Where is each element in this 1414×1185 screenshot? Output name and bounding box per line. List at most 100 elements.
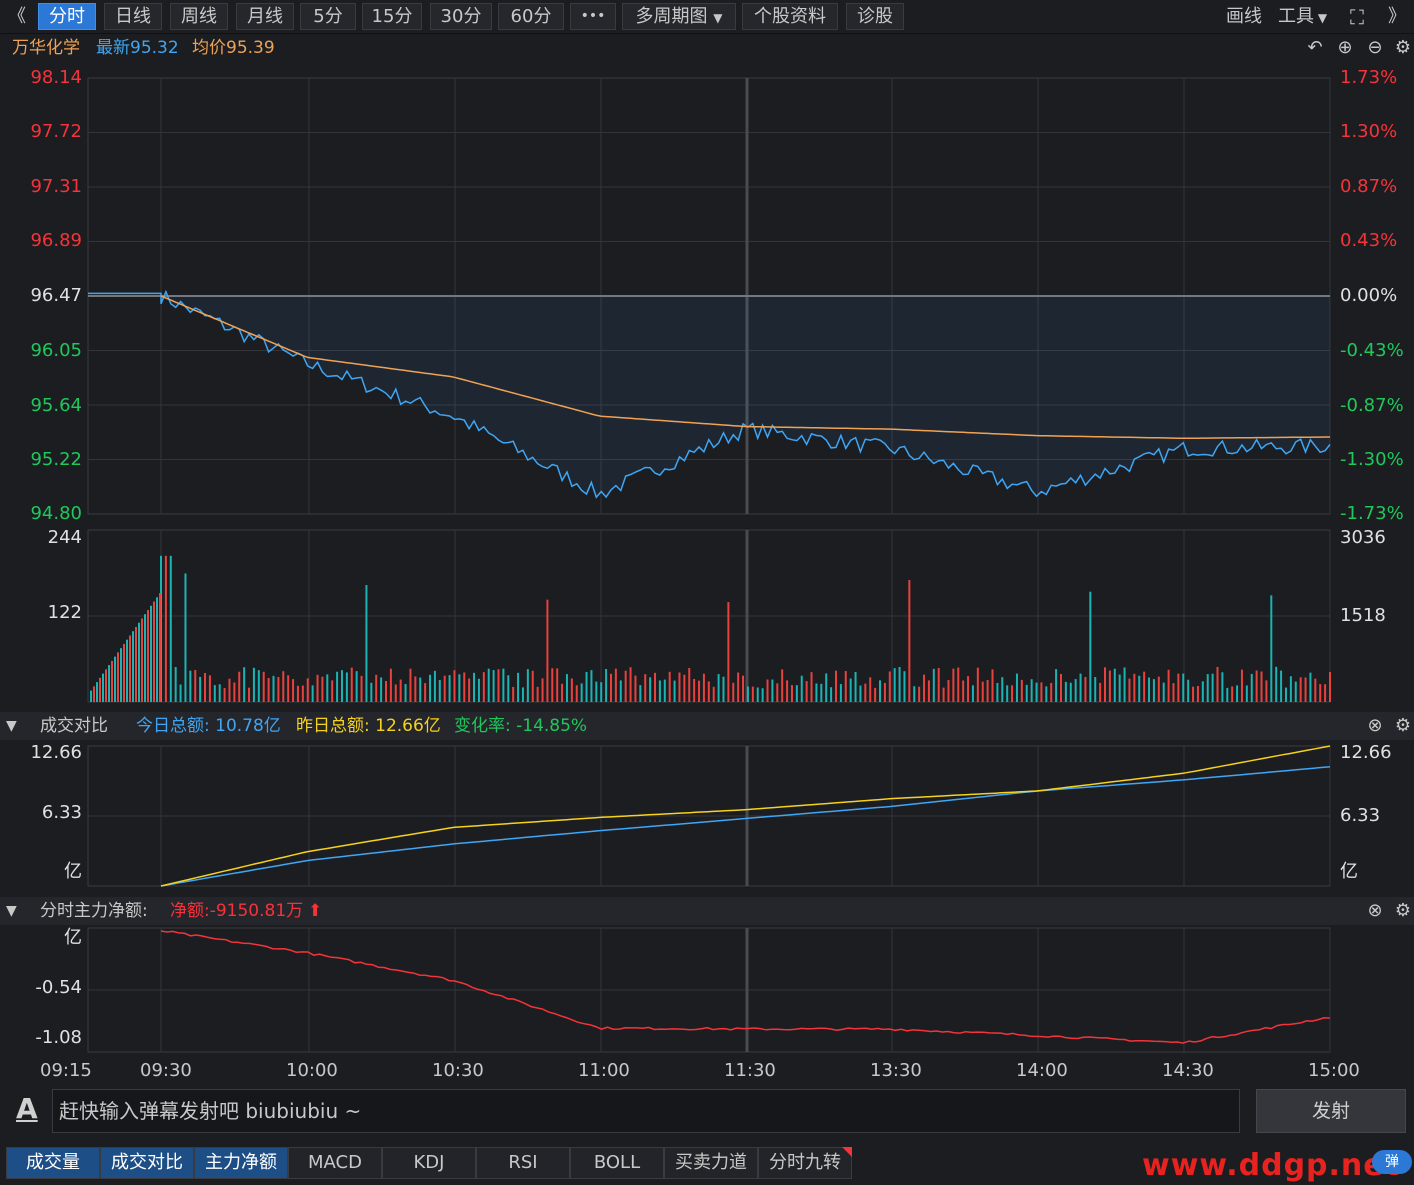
tab-buy-sell-power[interactable]: 买卖力道 [664,1147,758,1179]
diagnose-button[interactable]: 诊股 [846,3,904,30]
tab-5min[interactable]: 5分 [300,3,356,30]
today-total: 今日总额: 10.78亿 [136,716,281,736]
tab-monthly[interactable]: 月线 [236,3,294,30]
draw-line-button[interactable]: 画线 [1226,6,1262,27]
gear-icon[interactable]: ⚙ [1394,715,1412,736]
volume-bar [595,681,598,702]
volume-bar [810,672,813,702]
volume-bar [1015,673,1018,702]
volume-bar [1143,671,1146,702]
volume-bar [609,673,612,702]
volume-bar [321,676,324,702]
undo-icon[interactable]: ↶ [1307,37,1323,58]
collapse-icon[interactable]: 《 [8,6,26,27]
volume-bar [355,671,358,702]
tab-compare[interactable]: 成交对比 [100,1147,194,1179]
volume-bar [800,675,803,702]
gear-icon[interactable]: ⚙ [1394,900,1412,921]
danmu-input[interactable]: 赶快输入弹幕发射吧 biubiubiu ~ [52,1089,1240,1133]
volume-bar [1006,685,1009,702]
zoom-in-icon[interactable]: ⊕ [1337,37,1353,58]
volume-bar [375,674,378,702]
volume-bar [345,672,348,702]
tab-intraday[interactable]: 分时 [38,3,96,30]
tools-label: 工具 [1278,6,1314,27]
volume-bar [1011,685,1014,702]
volume-bar [732,682,735,702]
compare-title: 成交对比 [40,716,108,736]
volume-bar [786,680,789,702]
chevron-down-icon[interactable]: ▼ [6,718,17,734]
tab-15min[interactable]: 15分 [362,3,422,30]
volume-bar [1319,684,1322,702]
tab-30min[interactable]: 30分 [430,3,492,30]
volume-bar [1309,672,1312,702]
price-tick-left: 95.22 [30,449,82,470]
volume-bar [365,585,368,702]
tab-rsi[interactable]: RSI [476,1147,570,1179]
pct-tick-right: -1.30% [1340,449,1404,470]
tools-dropdown[interactable]: 工具 ▼ [1278,4,1327,31]
quote-bar: 万华化学 最新95.32 均价95.39 ↶ ⊕ ⊖ ⚙ [0,35,1414,61]
volume-bar [678,672,681,702]
volume-bar [805,681,808,702]
volume-bar [996,682,999,702]
more-button[interactable]: ••• [570,3,616,30]
volume-bar [384,680,387,702]
watermark: www.ddgp.net [1142,1148,1400,1183]
tab-intraday-nine[interactable]: 分时九转 [758,1147,852,1179]
volume-bar [737,672,740,702]
time-tick: 10:00 [286,1060,338,1081]
volume-bar [795,685,798,702]
tab-boll[interactable]: BOLL [570,1147,664,1179]
send-button[interactable]: 发射 [1256,1089,1406,1133]
volume-bar [123,643,125,702]
multi-period-dropdown[interactable]: 多周期图 ▼ [622,3,736,30]
danmu-toggle[interactable]: 弹 [1372,1150,1412,1174]
volume-bar [1138,675,1141,702]
volume-bar [1187,679,1190,702]
volume-bar [1177,673,1180,702]
volume-bar [673,680,676,702]
volume-bar [443,675,446,702]
expand-icon[interactable]: 》 [1388,6,1406,27]
latest-price: 最新95.32 [96,38,179,58]
volume-bar [1206,674,1209,702]
volume-bar [135,626,137,702]
volume-bar [761,688,764,702]
volume-bar [1152,679,1155,702]
volume-bar [1284,687,1287,702]
close-icon[interactable]: ⊗ [1367,900,1383,921]
indicator-tabs: 成交量 成交对比 主力净额 MACD KDJ RSI BOLL 买卖力道 分时九… [0,1144,1414,1185]
tab-kdj[interactable]: KDJ [382,1147,476,1179]
volume-bar [1040,682,1043,702]
chevron-down-icon[interactable]: ▼ [6,903,17,919]
tab-weekly[interactable]: 周线 [170,3,228,30]
tab-net-flow[interactable]: 主力净额 [194,1147,288,1179]
multi-period-label: 多周期图 [635,6,708,27]
volume-bar [179,684,182,702]
volume-bar [147,609,149,702]
tab-daily[interactable]: 日线 [104,3,162,30]
volume-bar [756,687,759,702]
volume-bar [815,683,818,702]
pct-tick-right: -0.87% [1340,395,1404,416]
volume-bar [1108,670,1111,702]
volume-bar [898,666,901,702]
avg-price: 均价95.39 [192,38,275,58]
gear-icon[interactable]: ⚙ [1394,37,1412,58]
close-icon[interactable]: ⊗ [1367,715,1383,736]
font-style-icon[interactable]: A [16,1092,38,1125]
volume-bar [962,680,965,702]
volume-bar [1133,673,1136,702]
volume-bar [1304,677,1307,702]
volume-bar [927,680,930,702]
tab-macd[interactable]: MACD [288,1147,382,1179]
stock-info-button[interactable]: 个股资料 [742,3,838,30]
fullscreen-icon[interactable]: ⛶ [1350,5,1364,29]
volume-bar [967,676,970,702]
tab-60min[interactable]: 60分 [498,3,564,30]
volume-bar [580,683,583,702]
tab-volume[interactable]: 成交量 [6,1147,100,1179]
zoom-out-icon[interactable]: ⊖ [1367,37,1383,58]
